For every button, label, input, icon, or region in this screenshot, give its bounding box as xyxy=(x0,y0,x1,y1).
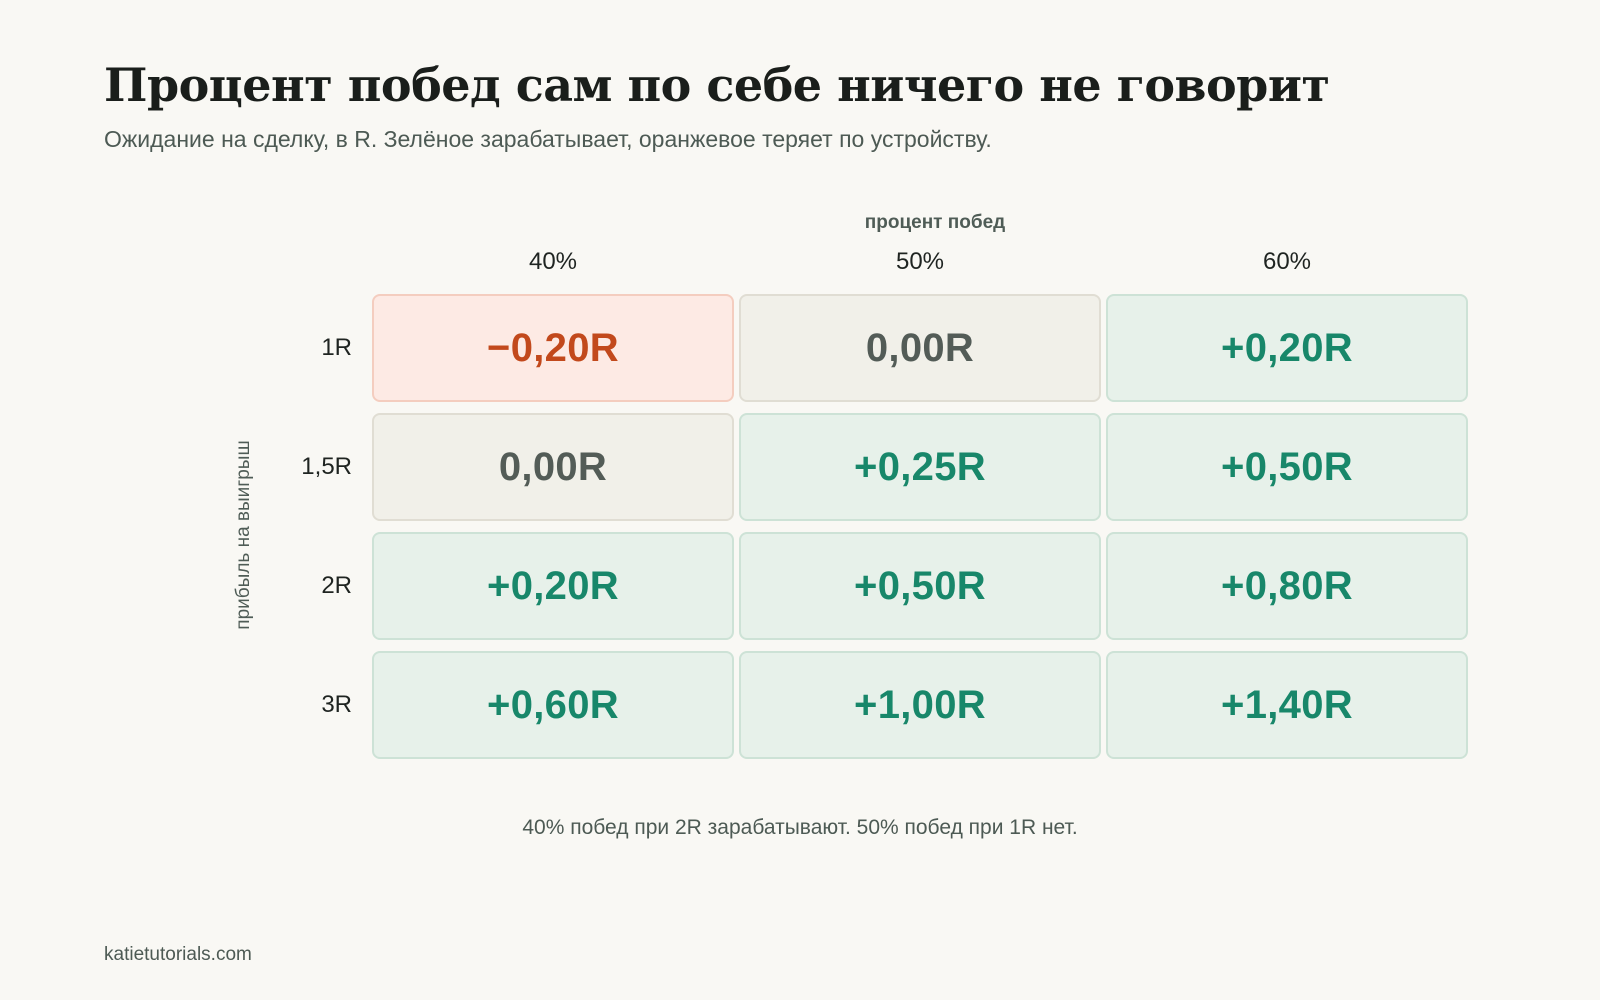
expectancy-cell: +0,20R xyxy=(372,532,734,640)
chart-note: 40% побед при 2R зарабатывают. 50% побед… xyxy=(522,816,1078,839)
row-header: 3R xyxy=(321,691,352,718)
expectancy-cell: +0,20R xyxy=(1106,294,1468,402)
expectancy-cell: +1,40R xyxy=(1106,651,1468,759)
page-subtitle: Ожидание на сделку, в R. Зелёное зарабат… xyxy=(104,126,992,152)
expectancy-cell: 0,00R xyxy=(372,413,734,521)
x-axis-title: процент побед xyxy=(864,212,1006,233)
column-header: 40% xyxy=(528,248,578,275)
expectancy-cell: +0,80R xyxy=(1106,532,1468,640)
row-header: 2R xyxy=(321,572,352,599)
column-header: 60% xyxy=(1262,248,1312,275)
expectancy-cell: +0,50R xyxy=(739,532,1101,640)
expectancy-cell: −0,20R xyxy=(372,294,734,402)
expectancy-cell: +0,50R xyxy=(1106,413,1468,521)
expectancy-cell: +0,25R xyxy=(739,413,1101,521)
expectancy-cell: +1,00R xyxy=(739,651,1101,759)
row-header: 1,5R xyxy=(301,453,352,480)
site-footer: katietutorials.com xyxy=(104,944,252,965)
page-title: Процент побед сам по себе ничего не гово… xyxy=(104,58,1330,112)
expectancy-cell: 0,00R xyxy=(739,294,1101,402)
row-header: 1R xyxy=(321,334,352,361)
column-header: 50% xyxy=(895,248,945,275)
expectancy-cell: +0,60R xyxy=(372,651,734,759)
